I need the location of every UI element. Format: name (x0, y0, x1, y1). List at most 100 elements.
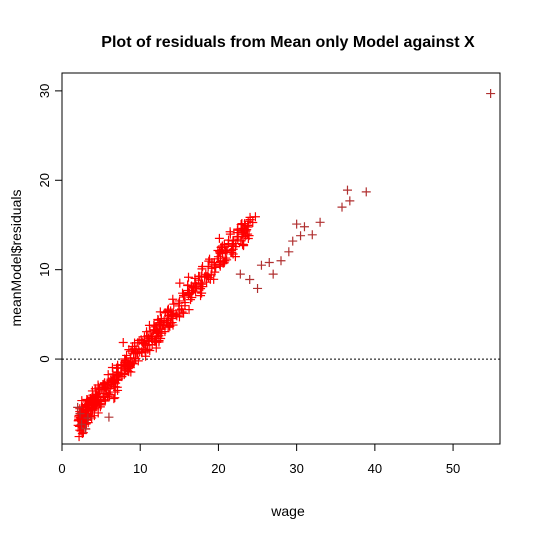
data-point (165, 321, 175, 331)
data-point (299, 222, 309, 232)
data-point (224, 235, 234, 245)
data-point (94, 385, 104, 395)
x-tick-label: 20 (211, 461, 225, 476)
data-point (250, 212, 260, 222)
data-point (130, 338, 140, 348)
data-point (91, 390, 101, 400)
data-point (233, 234, 243, 244)
data-point (345, 196, 355, 206)
data-point (83, 399, 93, 409)
data-point (237, 226, 247, 236)
data-point (239, 240, 249, 250)
data-point (109, 394, 119, 404)
data-point (88, 400, 98, 410)
data-point (220, 246, 230, 256)
x-tick-label: 10 (133, 461, 147, 476)
data-point (225, 227, 235, 237)
data-point (103, 370, 113, 380)
data-points (73, 89, 496, 442)
data-point (169, 299, 179, 309)
data-point (77, 429, 87, 439)
data-point (149, 326, 159, 336)
data-point (154, 331, 164, 341)
data-point (77, 419, 87, 429)
data-point (292, 219, 302, 229)
data-point (226, 246, 236, 256)
data-point (228, 244, 238, 254)
data-point (232, 225, 242, 235)
data-point (245, 212, 255, 222)
y-tick-label: 10 (37, 262, 52, 276)
data-point (216, 257, 226, 267)
data-point (227, 240, 237, 250)
data-point (248, 217, 258, 227)
data-point (210, 267, 220, 277)
data-point (132, 348, 142, 358)
data-point (80, 424, 90, 434)
data-point (100, 395, 110, 405)
data-point (198, 261, 208, 271)
data-point (142, 327, 152, 337)
data-point (175, 278, 185, 288)
data-point (219, 240, 229, 250)
data-point (83, 413, 93, 423)
data-point (219, 258, 229, 268)
data-point (179, 292, 189, 302)
data-point (167, 313, 177, 323)
data-point (196, 279, 206, 289)
data-point (160, 327, 170, 337)
data-point (214, 233, 224, 243)
data-point (73, 402, 83, 412)
y-tick-label: 20 (37, 173, 52, 187)
data-point (184, 305, 194, 315)
data-point (164, 307, 174, 317)
data-point (75, 409, 85, 419)
y-tick-label: 0 (37, 355, 52, 362)
data-point (155, 324, 165, 334)
data-point (144, 336, 154, 346)
data-point (284, 247, 294, 257)
data-point (124, 367, 134, 377)
data-point (486, 89, 496, 99)
data-point (96, 400, 106, 410)
data-point (187, 282, 197, 292)
data-point (240, 221, 250, 231)
data-point (163, 315, 173, 325)
y-tick-label: 30 (37, 84, 52, 98)
data-point (200, 272, 210, 282)
data-point (133, 356, 143, 366)
data-point (211, 262, 221, 272)
data-point (194, 275, 204, 285)
data-point (253, 283, 263, 293)
data-point (276, 256, 286, 266)
data-point (288, 236, 298, 246)
data-point (117, 369, 127, 379)
data-point (168, 294, 178, 304)
data-point (172, 311, 182, 321)
data-point (159, 321, 169, 331)
data-point (112, 375, 122, 385)
data-point (186, 295, 196, 305)
y-axis: 0 10 20 30 (37, 84, 63, 363)
data-point (197, 288, 207, 298)
data-point (256, 260, 266, 270)
x-tick-label: 30 (289, 461, 303, 476)
data-point (184, 272, 194, 282)
data-point (337, 202, 347, 212)
data-point (268, 269, 278, 279)
data-point (307, 230, 317, 240)
data-point (105, 384, 115, 394)
data-point (177, 307, 187, 317)
data-point (118, 337, 128, 347)
data-point (361, 187, 371, 197)
data-point (209, 274, 219, 284)
data-point (245, 275, 255, 285)
data-point (235, 269, 245, 279)
data-point (178, 290, 188, 300)
x-tick-label: 40 (368, 461, 382, 476)
data-point (107, 379, 117, 389)
x-tick-label: 0 (58, 461, 65, 476)
data-point (93, 408, 103, 418)
x-axis: 0 10 20 30 40 50 (58, 443, 460, 476)
